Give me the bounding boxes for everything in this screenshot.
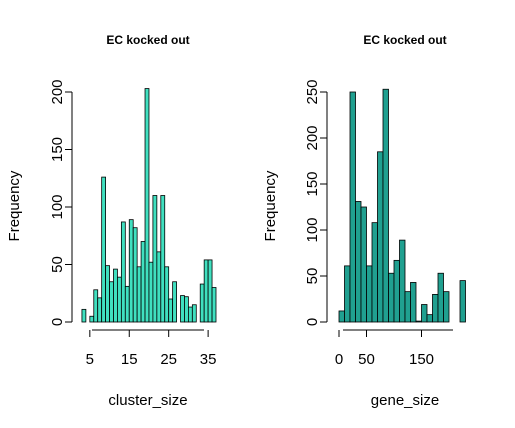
- y-tick-label: 0: [49, 318, 66, 326]
- histogram-bar: [404, 291, 411, 323]
- y-axis: 0 50 100 150 200 250: [304, 79, 328, 326]
- histogram-bar: [148, 261, 154, 323]
- histogram-bar: [211, 287, 217, 323]
- histogram-bar: [124, 285, 130, 323]
- histogram-bar: [136, 266, 142, 323]
- y-tick-label: 50: [49, 256, 66, 273]
- x-tick-label: 15: [121, 351, 138, 368]
- y-axis-label: Frequency: [6, 170, 23, 241]
- histogram-bar: [128, 219, 134, 323]
- histogram-bar: [432, 293, 439, 323]
- histogram-bar: [393, 259, 400, 323]
- histogram-bar: [437, 272, 444, 323]
- histogram-bar: [172, 281, 177, 323]
- histogram-bar: [399, 239, 406, 323]
- y-tick-label: 200: [304, 125, 321, 150]
- y-tick-label: 150: [49, 137, 66, 162]
- histogram-bar: [109, 281, 114, 323]
- histogram-bar: [377, 151, 384, 323]
- histogram-cluster-size: EC kocked out cluster_size Frequency 5 15…: [6, 33, 216, 409]
- bars: [338, 88, 466, 323]
- histogram-bar: [140, 241, 146, 323]
- histogram-gene-size: EC kocked out gene_size Frequency 0 50 150…: [262, 33, 466, 409]
- y-tick-label: 150: [304, 171, 321, 196]
- histogram-bar: [101, 176, 107, 323]
- bars: [81, 88, 217, 323]
- histogram-bar: [415, 320, 422, 323]
- histogram-bar: [160, 195, 166, 323]
- histogram-bar: [388, 272, 395, 323]
- x-axis: 5 15 25 35: [86, 329, 217, 368]
- chart-title: EC kocked out: [106, 33, 189, 47]
- x-tick-label: 150: [409, 351, 434, 368]
- histogram-bar: [120, 221, 126, 323]
- histogram-bar: [81, 308, 87, 323]
- histogram-bar: [144, 88, 150, 323]
- y-tick-label: 100: [304, 217, 321, 242]
- histogram-bar: [371, 222, 378, 323]
- chart-title: EC kocked out: [363, 33, 446, 47]
- histogram-bar: [459, 280, 466, 323]
- histogram-bar: [199, 283, 205, 323]
- histogram-bar: [366, 265, 373, 323]
- histogram-bar: [360, 206, 367, 323]
- y-tick-label: 250: [304, 79, 321, 104]
- y-tick-label: 100: [49, 194, 66, 219]
- histogram-bar: [382, 88, 389, 323]
- y-tick-label: 0: [304, 318, 321, 326]
- histogram-bar: [410, 282, 417, 323]
- histogram-bar: [152, 195, 158, 323]
- histogram-bar: [117, 276, 122, 323]
- histogram-bar: [168, 298, 174, 323]
- histogram-bar: [426, 314, 433, 323]
- histogram-bar: [164, 266, 170, 323]
- x-axis-label: gene_size: [371, 392, 439, 409]
- histogram-bar: [97, 297, 103, 323]
- y-tick-label: 50: [304, 268, 321, 285]
- x-tick-label: 0: [335, 351, 343, 368]
- histogram-bar: [203, 259, 209, 323]
- x-tick-label: 50: [358, 351, 375, 368]
- histogram-bar: [93, 289, 99, 323]
- y-tick-label: 200: [49, 79, 66, 104]
- histogram-bar: [156, 251, 162, 323]
- histogram-bar: [443, 291, 450, 323]
- histogram-bar: [184, 296, 189, 323]
- histogram-bar: [344, 265, 351, 323]
- histogram-bar: [187, 306, 193, 323]
- x-axis: 0 50 150: [335, 329, 453, 368]
- histogram-bar: [180, 295, 185, 323]
- histogram-bar: [349, 91, 356, 323]
- y-axis-label: Frequency: [262, 170, 279, 241]
- histogram-bar: [421, 304, 428, 323]
- histogram-bar: [355, 201, 362, 323]
- x-tick-label: 35: [200, 351, 217, 368]
- histogram-bar: [191, 304, 197, 323]
- histogram-bar: [89, 315, 95, 323]
- histogram-bar: [132, 227, 138, 323]
- histogram-bar: [105, 265, 110, 323]
- y-axis: 0 50 100 150 200: [49, 79, 73, 326]
- x-tick-label: 25: [160, 351, 177, 368]
- histogram-bar: [113, 268, 118, 323]
- x-axis-label: cluster_size: [108, 392, 187, 409]
- histogram-bar: [207, 259, 213, 323]
- histogram-bar: [338, 310, 345, 323]
- x-tick-label: 5: [86, 351, 94, 368]
